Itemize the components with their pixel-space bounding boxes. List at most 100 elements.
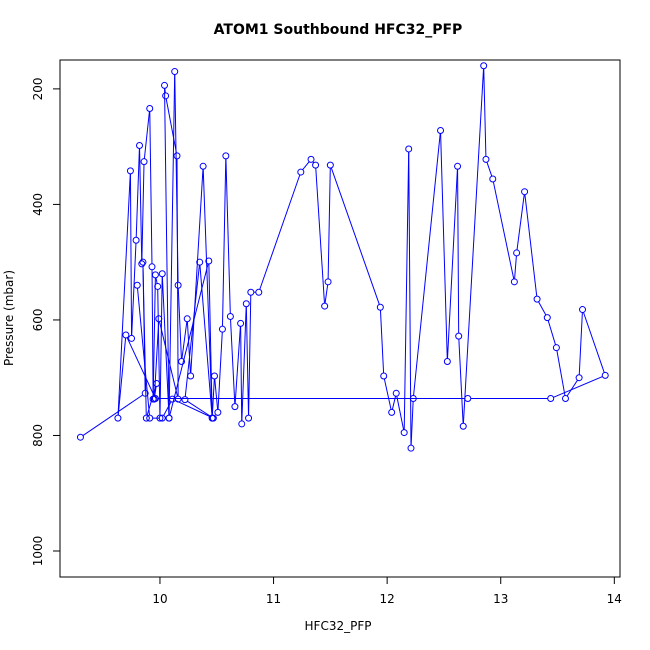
data-layer: [76, 62, 609, 452]
series-line-segment: [139, 148, 143, 261]
data-point: [443, 358, 451, 366]
series-line-segment: [159, 276, 163, 416]
data-point: [158, 414, 166, 422]
data-point: [510, 278, 518, 286]
series-line-segment: [458, 339, 464, 424]
y-axis-label: Pressure (mbar): [2, 270, 16, 366]
series-line-segment: [174, 74, 179, 283]
data-point: [209, 414, 217, 422]
y-axis: 200 400 600 800 1000: [31, 77, 60, 566]
data-point: [237, 319, 245, 327]
series-line-segment: [186, 321, 191, 374]
data-point: [561, 395, 569, 403]
data-point: [187, 372, 195, 380]
data-point: [139, 258, 147, 266]
data-point: [579, 306, 587, 314]
series-line-segment: [135, 148, 140, 238]
x-tick-label: 10: [152, 592, 167, 606]
data-point: [547, 395, 555, 403]
series-line-segment: [315, 168, 325, 304]
data-point: [210, 372, 218, 380]
data-point: [543, 314, 551, 322]
data-point: [242, 300, 250, 308]
series-line-segment: [514, 255, 517, 279]
data-point: [376, 303, 384, 311]
series-line-segment: [553, 376, 603, 398]
data-point: [226, 312, 234, 320]
data-point: [392, 389, 400, 397]
series-line-segment: [82, 394, 143, 436]
x-tick-label: 14: [607, 592, 622, 606]
data-point: [321, 302, 329, 310]
data-point: [142, 414, 150, 422]
y-tick-label: 1000: [31, 536, 45, 567]
series-line-segment: [403, 151, 410, 430]
y-tick-label: 600: [31, 308, 45, 331]
data-point: [154, 282, 162, 290]
data-point: [601, 371, 609, 379]
series-line-segment: [187, 400, 212, 417]
series-line-segment: [447, 169, 458, 359]
y-tick-label: 800: [31, 424, 45, 447]
series-line-segment: [240, 326, 243, 421]
chart-title: ATOM1 Southbound HFC32_PFP: [214, 22, 463, 38]
data-point: [245, 414, 253, 422]
series-line-segment: [149, 111, 153, 264]
series-line-segment: [164, 88, 170, 416]
series-line-segment: [230, 319, 236, 404]
x-tick-label: 11: [266, 592, 281, 606]
data-point: [148, 263, 156, 271]
series-line-segment: [413, 133, 441, 396]
data-point: [181, 396, 189, 404]
data-point: [161, 81, 169, 89]
y-tick-label: 200: [31, 77, 45, 100]
series-line-segment: [153, 321, 160, 397]
series-line-segment: [547, 320, 556, 345]
series-line-segment: [174, 399, 211, 418]
data-point: [455, 332, 463, 340]
data-point: [174, 281, 182, 289]
data-point: [132, 236, 140, 244]
series-line-segment: [208, 264, 213, 416]
data-point: [114, 414, 122, 422]
data-point: [162, 92, 170, 100]
series-line-segment: [396, 396, 405, 430]
data-point: [141, 389, 149, 397]
data-point: [231, 403, 239, 411]
series-line-segment: [241, 306, 247, 421]
series-line-segment: [330, 167, 380, 305]
series-line-segment: [137, 288, 150, 416]
series-line-segment: [152, 277, 156, 397]
series-line-segment: [214, 378, 219, 410]
data-point: [128, 334, 136, 342]
data-point: [158, 270, 166, 278]
series-line-segment: [524, 194, 538, 297]
series-line-segment: [168, 74, 176, 416]
series-line-segment: [483, 68, 487, 157]
series-line-segment: [199, 265, 213, 416]
series-line-segment: [211, 378, 215, 416]
y-tick-label: 400: [31, 193, 45, 216]
data-point: [575, 374, 583, 382]
data-point: [138, 260, 146, 268]
series-line-segment: [245, 306, 250, 416]
series-line-segment: [556, 350, 566, 396]
x-axis: 10 11 12 13 14: [152, 577, 622, 606]
series-line-segment: [492, 181, 515, 279]
data-point: [521, 188, 529, 196]
data-point: [146, 414, 154, 422]
series-line-segment: [141, 164, 145, 261]
data-point: [326, 161, 334, 169]
data-point: [218, 325, 226, 333]
series-line-segment: [225, 158, 231, 314]
series-line-segment: [126, 337, 155, 396]
series-line-segment: [248, 295, 252, 416]
data-point: [199, 162, 207, 170]
data-point: [133, 281, 141, 289]
data-point: [297, 168, 305, 176]
series-line-segment: [131, 243, 137, 336]
data-point: [552, 344, 560, 352]
data-point: [312, 161, 320, 169]
data-point: [196, 258, 204, 266]
